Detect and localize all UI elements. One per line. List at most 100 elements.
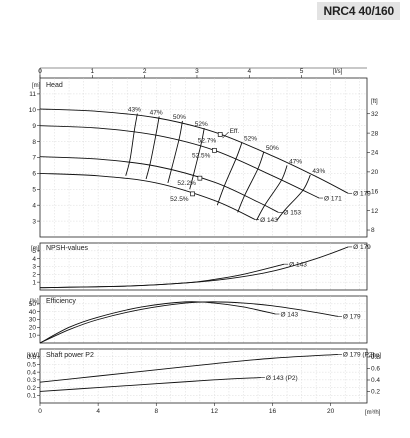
iso-efficiency-label: 47% xyxy=(289,158,302,165)
curves-layer xyxy=(39,108,353,392)
efficiency-label-179: Ø 179 xyxy=(343,314,361,321)
iso-efficiency-line xyxy=(216,142,243,206)
head-ytick-label: 10 xyxy=(29,107,37,114)
head-curve-179 xyxy=(39,108,349,194)
power-right-tick-label: 0.2 xyxy=(371,389,380,396)
bep-marker xyxy=(217,132,223,137)
npsh-panel-title: NPSH-values xyxy=(46,245,89,252)
power-unit-right: [hp] xyxy=(371,353,381,359)
npsh-label-143: Ø 143 xyxy=(289,261,307,268)
bottom-axis-unit: [m³/h] xyxy=(365,410,381,416)
head-label-171: Ø 171 xyxy=(324,195,342,202)
power-right-tick-label: 0.8 xyxy=(371,354,380,361)
bep-label: 52.5% xyxy=(170,196,189,203)
head-label-153: Ø 153 xyxy=(283,210,301,217)
npsh-ytick-label: 3 xyxy=(32,264,36,271)
power-ytick-label: 0.5 xyxy=(27,362,36,369)
power-ytick-label: 0.2 xyxy=(27,385,36,392)
npsh-curve-143 xyxy=(39,263,285,289)
iso-efficiency-label: 50% xyxy=(266,145,279,152)
bottom-axis-tick-label: 0 xyxy=(38,408,42,415)
power-right-tick-label: 0.4 xyxy=(371,377,380,384)
iso-efficiency-line xyxy=(237,151,265,213)
head-unit-left: [m] xyxy=(32,83,41,89)
head-ytick-label: 6 xyxy=(32,171,36,178)
power-ytick-label: 0.4 xyxy=(27,369,36,376)
head-ytick-label: 11 xyxy=(29,91,36,98)
chart-title: NRC4 40/160 xyxy=(317,2,400,20)
head-unit-right: [ft] xyxy=(371,99,378,105)
efficiency-label-143: Ø 143 xyxy=(280,311,298,318)
efficiency-curve-143 xyxy=(39,301,276,344)
bep-marker xyxy=(212,147,217,153)
head-curve-153 xyxy=(39,156,279,213)
npsh-ytick-label: 4 xyxy=(32,256,36,263)
top-axis-tick-label: 3 xyxy=(195,68,199,75)
head-right-tick-label: 16 xyxy=(371,188,379,195)
head-panel-title: Head xyxy=(46,82,63,89)
power-label-143-p2: Ø 143 (P2) xyxy=(266,375,298,382)
head-ytick-label: 5 xyxy=(32,187,36,194)
power-ytick-label: 0.6 xyxy=(27,354,36,361)
iso-efficiency-label: 43% xyxy=(312,168,325,175)
head-label-179: Ø 179 xyxy=(353,191,371,198)
iso-efficiency-line xyxy=(167,120,183,184)
efficiency-ytick-label: 30 xyxy=(29,317,37,324)
power-right-tick-label: 0.6 xyxy=(371,366,380,373)
labels-layer: Head [m] [ft] [l/s] NPSH-values [m] Effi… xyxy=(27,68,381,416)
power-ytick-label: 0.1 xyxy=(27,392,36,399)
top-axis-tick-label: 0 xyxy=(38,68,42,75)
bottom-axis-tick-label: 12 xyxy=(211,408,219,415)
iso-efficiency-line xyxy=(276,174,311,221)
npsh-ytick-label: 5 xyxy=(32,248,36,255)
bep-label: 52.7% xyxy=(198,137,217,144)
bottom-axis-tick-label: 8 xyxy=(154,408,158,415)
efficiency-ytick-label: 50 xyxy=(29,301,37,308)
power-label-179-p2: Ø 179 (P2) xyxy=(343,352,375,359)
efficiency-ytick-label: 40 xyxy=(29,309,37,316)
bep-label: 52.2% xyxy=(177,180,196,187)
head-ytick-label: 4 xyxy=(32,202,36,209)
head-ytick-label: 9 xyxy=(32,123,36,130)
bottom-axis-tick-label: 4 xyxy=(96,408,100,415)
head-ytick-label: 7 xyxy=(32,155,36,162)
efficiency-ytick-label: 10 xyxy=(29,332,37,339)
grid-layer xyxy=(37,67,370,406)
power-curve-179-p2 xyxy=(39,353,338,383)
head-ytick-label: 3 xyxy=(32,218,36,225)
npsh-ytick-label: 2 xyxy=(32,272,36,279)
eff-marker-label: Eff. xyxy=(230,128,240,135)
head-right-tick-label: 12 xyxy=(371,208,379,215)
iso-efficiency-label: 43% xyxy=(128,107,141,114)
iso-efficiency-label: 47% xyxy=(150,109,163,116)
efficiency-ytick-label: 20 xyxy=(29,325,37,332)
top-axis-unit: [l/s] xyxy=(333,69,343,75)
bep-marker xyxy=(190,191,195,197)
head-right-tick-label: 24 xyxy=(371,150,379,157)
head-ytick-label: 8 xyxy=(32,139,36,146)
iso-efficiency-label: 50% xyxy=(173,114,186,121)
iso-efficiency-line xyxy=(256,165,288,221)
head-curve-171 xyxy=(39,125,320,199)
head-label-143: Ø 143 xyxy=(260,217,278,224)
head-curve-143 xyxy=(39,172,256,220)
npsh-label-179: Ø 179 xyxy=(353,244,371,251)
iso-efficiency-line xyxy=(125,113,138,176)
top-axis-tick-label: 2 xyxy=(143,68,147,75)
head-right-tick-label: 32 xyxy=(371,111,379,118)
head-right-tick-label: 20 xyxy=(371,169,379,176)
efficiency-unit-left: [%] xyxy=(30,299,39,305)
power-curve-143-p2 xyxy=(39,377,261,392)
power-panel-title: Shaft power P2 xyxy=(46,352,94,359)
iso-efficiency-line xyxy=(145,116,160,180)
top-axis-tick-label: 1 xyxy=(91,68,95,75)
power-unit-left: [kW] xyxy=(27,353,39,359)
top-axis-tick-label: 4 xyxy=(247,68,251,75)
iso-efficiency-label: 52% xyxy=(244,135,257,142)
top-axis-tick-label: 5 xyxy=(300,68,304,75)
bottom-axis-tick-label: 20 xyxy=(327,408,335,415)
power-ytick-label: 0.3 xyxy=(27,377,36,384)
npsh-unit-left: [m] xyxy=(31,246,40,252)
efficiency-panel-title: Efficiency xyxy=(46,298,76,305)
